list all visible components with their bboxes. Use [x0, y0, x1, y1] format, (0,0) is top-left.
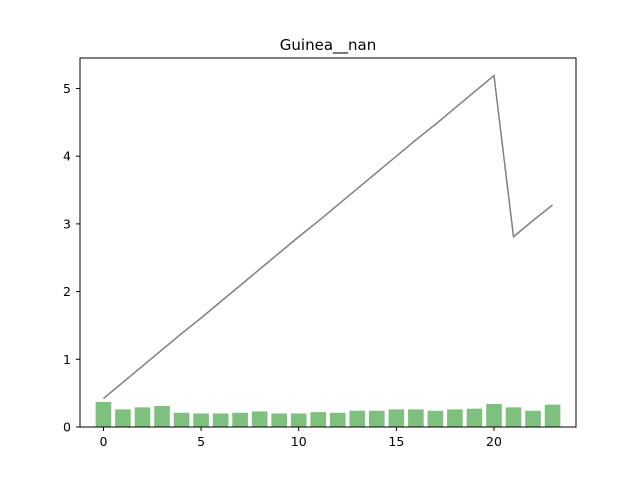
- x-tick-label: 20: [486, 434, 502, 449]
- bar: [173, 412, 190, 427]
- x-tick-label: 0: [99, 434, 107, 449]
- bar: [290, 413, 307, 427]
- plot-area-frame: [79, 57, 577, 428]
- y-tick-label: 3: [63, 216, 71, 231]
- bar: [447, 409, 463, 427]
- bar: [193, 413, 209, 427]
- line-path: [102, 74, 554, 400]
- bar: [408, 409, 424, 427]
- bar: [505, 407, 522, 427]
- bar: [544, 404, 561, 427]
- bar: [232, 412, 248, 427]
- y-tick-label: 4: [63, 149, 71, 164]
- y-axis: 0 1 2 3 4 5: [63, 81, 80, 435]
- bar: [251, 411, 268, 427]
- bar: [388, 409, 405, 427]
- bar: [466, 408, 483, 427]
- bar: [525, 410, 541, 427]
- bar-series: [95, 401, 561, 427]
- bar: [271, 413, 287, 427]
- bar: [212, 413, 229, 427]
- x-tick-label: 10: [291, 434, 307, 449]
- line-series: [102, 74, 554, 400]
- bar: [134, 407, 151, 427]
- bar: [310, 412, 327, 427]
- y-tick-label: 1: [63, 352, 71, 367]
- y-tick-label: 0: [63, 420, 71, 435]
- bar: [115, 409, 131, 427]
- bar: [369, 410, 385, 427]
- bar: [95, 401, 112, 427]
- bar: [329, 412, 346, 427]
- chart-title: Guinea__nan: [280, 36, 376, 55]
- bar: [486, 403, 502, 427]
- x-axis: 0 5 10 15 20: [99, 427, 502, 449]
- x-tick-label: 5: [197, 434, 205, 449]
- bar: [427, 410, 444, 427]
- y-tick-label: 2: [63, 284, 71, 299]
- x-tick-label: 15: [388, 434, 404, 449]
- bar: [349, 410, 366, 427]
- y-tick-label: 5: [63, 81, 71, 96]
- bar: [154, 406, 170, 427]
